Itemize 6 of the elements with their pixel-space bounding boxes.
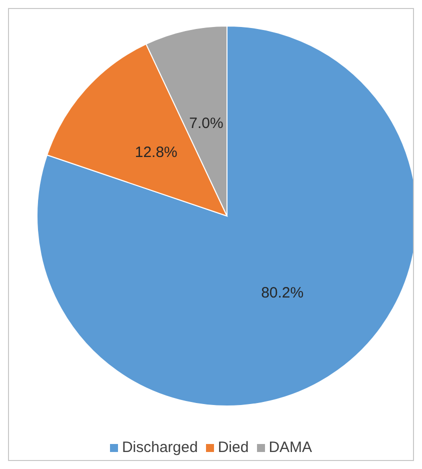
- slice-label: Discharged: [120, 439, 198, 456]
- data-label: 12.8%: [134, 144, 178, 162]
- legend-label: DAMA: [268, 439, 312, 456]
- data-label: 7.0%: [189, 114, 224, 132]
- data-label: 80.2%: [261, 284, 304, 302]
- legend-label: Died: [216, 439, 249, 456]
